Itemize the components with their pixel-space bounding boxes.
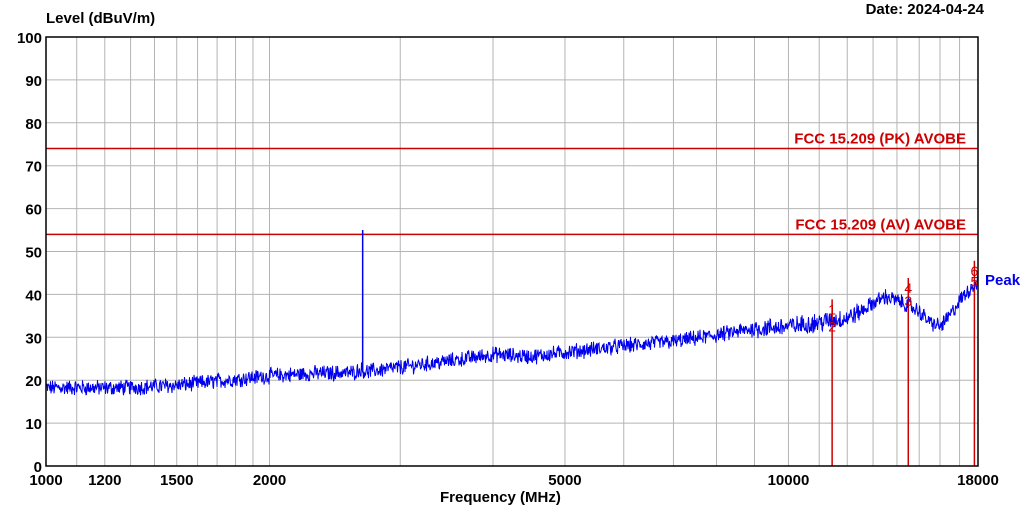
legend-peak-label: Peak bbox=[985, 272, 1021, 289]
y-tick-label: 80 bbox=[25, 116, 42, 133]
x-tick-label: 1200 bbox=[88, 472, 121, 489]
y-tick-label: 60 bbox=[25, 202, 42, 219]
x-axis-label: Frequency (MHz) bbox=[440, 489, 561, 506]
y-axis-label: Level (dBuV/m) bbox=[46, 10, 156, 27]
x-tick-label: 18000 bbox=[957, 472, 999, 489]
y-tick-label: 40 bbox=[25, 287, 42, 304]
y-tick-label: 10 bbox=[25, 416, 42, 433]
marker-label: 4 bbox=[904, 280, 912, 296]
marker-label: 6 bbox=[970, 263, 978, 279]
x-tick-label: 10000 bbox=[768, 472, 810, 489]
y-tick-label: 70 bbox=[25, 159, 42, 176]
marker-label: 1 bbox=[828, 301, 836, 317]
x-tick-label: 1000 bbox=[29, 472, 62, 489]
marker-label: 2 bbox=[828, 319, 836, 335]
marker-label: 5 bbox=[970, 274, 978, 290]
x-tick-label: 5000 bbox=[548, 472, 581, 489]
y-tick-label: 100 bbox=[17, 30, 42, 47]
plot-frame bbox=[45, 36, 979, 467]
y-tick-label: 20 bbox=[25, 373, 42, 390]
x-tick-label: 2000 bbox=[253, 472, 286, 489]
y-tick-label: 30 bbox=[25, 330, 42, 347]
marker-label: 3 bbox=[904, 293, 912, 309]
x-tick-label: 1500 bbox=[160, 472, 193, 489]
y-tick-label: 90 bbox=[25, 73, 42, 90]
y-tick-label: 50 bbox=[25, 245, 42, 262]
y-tick-label: 0 bbox=[34, 459, 42, 476]
date-label: Date: 2024-04-24 bbox=[865, 1, 984, 18]
limit-line-label: FCC 15.209 (AV) AVOBE bbox=[795, 216, 966, 233]
limit-line-label: FCC 15.209 (PK) AVOBE bbox=[794, 131, 966, 148]
peak-trace bbox=[45, 275, 979, 396]
